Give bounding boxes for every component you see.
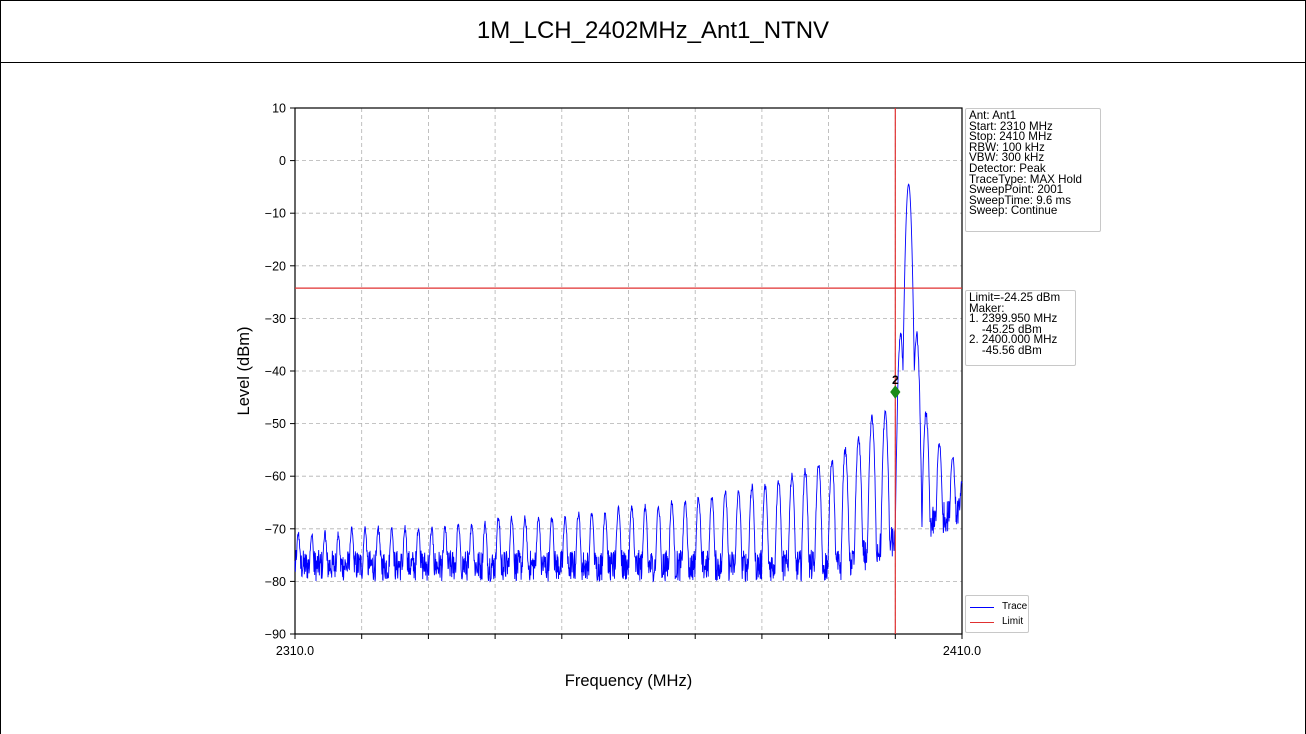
- limit-marker-line: -45.25 dBm: [969, 322, 1042, 336]
- trace-series-line: [294, 183, 963, 583]
- info-line: Sweep: Continue: [969, 204, 1058, 218]
- info-line: SweepTime: 9.6 ms: [969, 193, 1072, 207]
- info-line: RBW: 100 kHz: [969, 140, 1045, 154]
- x-axis-label: Frequency (MHz): [565, 672, 692, 690]
- info-line: TraceType: MAX Hold: [969, 172, 1082, 186]
- info-line: Ant: Ant1: [969, 109, 1017, 122]
- limit-marker-box: Limit=-24.25 dBm Maker: 1. 2399.950 MHz -4…: [965, 290, 1076, 366]
- x-tick-label: 2310.0: [276, 644, 314, 658]
- y-tick-label: −80: [265, 575, 286, 589]
- info-line: Start: 2310 MHz: [969, 119, 1053, 133]
- marker-label: 2: [892, 373, 899, 387]
- y-tick-label: −20: [265, 259, 286, 273]
- y-tick-label: 0: [279, 154, 286, 168]
- plot-frame: [294, 107, 963, 635]
- legend-label: Trace: [1002, 601, 1028, 612]
- y-tick-label: −70: [265, 522, 286, 536]
- chart-legend: Trace Limit: [965, 595, 1029, 633]
- info-line: Detector: Peak: [969, 161, 1046, 175]
- y-tick-label: 10: [272, 102, 286, 116]
- y-tick-label: −30: [265, 312, 286, 326]
- limit-marker-line: 1. 2399.950 MHz: [969, 312, 1058, 326]
- info-line: SweepPoint: 2001: [969, 183, 1064, 197]
- legend-swatch: [970, 621, 994, 623]
- legend-item: Limit: [966, 615, 1023, 629]
- x-tick-label: 2410.0: [943, 644, 981, 658]
- labels-layer: 10 0 −10 −20 −30 −40 −50 −60 −70 −80 −90 2310.0 2410…: [235, 102, 981, 691]
- page-title: 1M_LCH_2402MHz_Ant1_NTNV: [476, 16, 830, 44]
- limit-marker-line: -45.56 dBm: [969, 343, 1042, 357]
- limit-marker-line: Maker:: [969, 301, 1005, 315]
- legend-item: Trace: [966, 600, 1027, 614]
- settings-info-box: Ant: Ant1 Start: 2310 MHz Stop: 2410 MHz RB…: [965, 108, 1101, 232]
- title-row: 1M_LCH_2402MHz_Ant1_NTNV: [1, 1, 1305, 63]
- y-tick-label: −60: [265, 470, 286, 484]
- y-tick-label: −40: [265, 365, 286, 379]
- y-axis-label: Level (dBm): [235, 327, 253, 416]
- series-layer: [294, 108, 963, 634]
- limit-marker-line: 2. 2400.000 MHz: [969, 333, 1058, 347]
- y-tick-label: −50: [265, 417, 286, 431]
- limit-marker-line: Limit=-24.25 dBm: [969, 291, 1061, 304]
- info-line: VBW: 300 kHz: [969, 151, 1045, 165]
- y-tick-label: −90: [265, 628, 286, 642]
- legend-swatch: [970, 606, 994, 608]
- info-line: Stop: 2410 MHz: [969, 130, 1053, 144]
- y-tick-label: −10: [265, 207, 286, 221]
- legend-label: Limit: [1002, 616, 1024, 627]
- marker-point: [890, 385, 901, 399]
- axes-layer: [290, 107, 963, 639]
